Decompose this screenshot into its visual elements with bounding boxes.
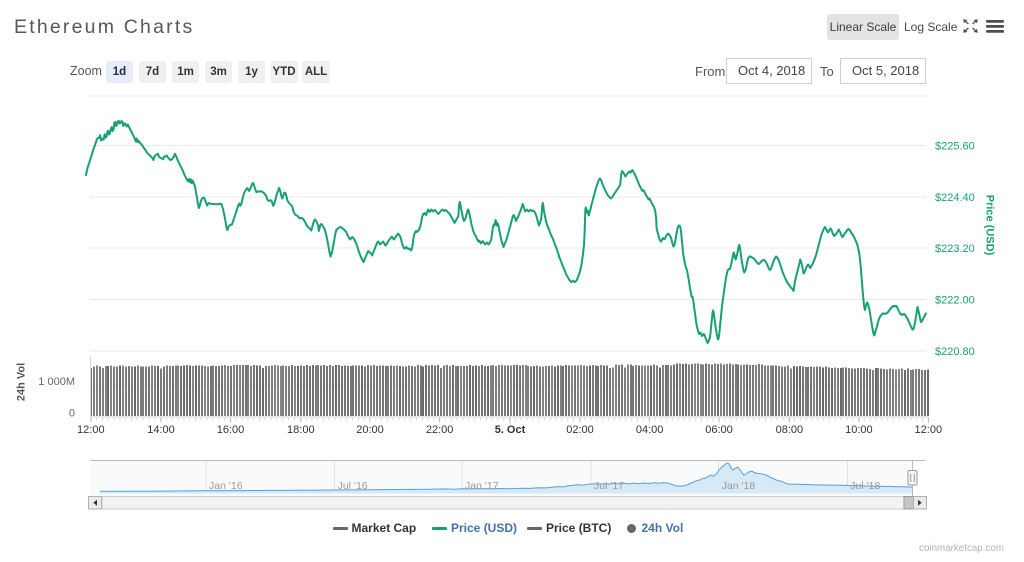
- svg-text:08:00: 08:00: [776, 424, 804, 436]
- svg-text:06:00: 06:00: [705, 424, 733, 436]
- svg-text:04:00: 04:00: [636, 424, 664, 436]
- svg-text:16:00: 16:00: [217, 424, 245, 436]
- svg-text:$225.60: $225.60: [935, 141, 975, 153]
- svg-text:$222.00: $222.00: [935, 295, 975, 307]
- svg-text:Jan '16: Jan '16: [209, 480, 243, 492]
- svg-text:$224.40: $224.40: [935, 192, 975, 204]
- svg-text:10:00: 10:00: [845, 424, 873, 436]
- svg-text:Jan '18: Jan '18: [722, 480, 756, 492]
- svg-text:Price (USD): Price (USD): [984, 195, 996, 256]
- svg-text:12:00: 12:00: [77, 424, 105, 436]
- svg-text:Jul '18: Jul '18: [850, 480, 880, 492]
- svg-text:20:00: 20:00: [356, 424, 384, 436]
- svg-text:$223.20: $223.20: [935, 243, 975, 255]
- svg-text:12:00: 12:00: [915, 424, 943, 436]
- svg-text:$220.80: $220.80: [935, 346, 975, 358]
- svg-text:0: 0: [69, 408, 75, 420]
- svg-text:Jan '17: Jan '17: [465, 480, 499, 492]
- svg-text:18:00: 18:00: [287, 424, 315, 436]
- svg-text:Jul '17: Jul '17: [594, 480, 624, 492]
- svg-text:22:00: 22:00: [426, 424, 454, 436]
- svg-text:14:00: 14:00: [147, 424, 175, 436]
- svg-text:1 000M: 1 000M: [38, 376, 75, 388]
- svg-text:Jul '16: Jul '16: [338, 480, 368, 492]
- svg-text:5. Oct: 5. Oct: [495, 424, 526, 436]
- svg-text:24h Vol: 24h Vol: [16, 363, 28, 401]
- svg-text:02:00: 02:00: [566, 424, 594, 436]
